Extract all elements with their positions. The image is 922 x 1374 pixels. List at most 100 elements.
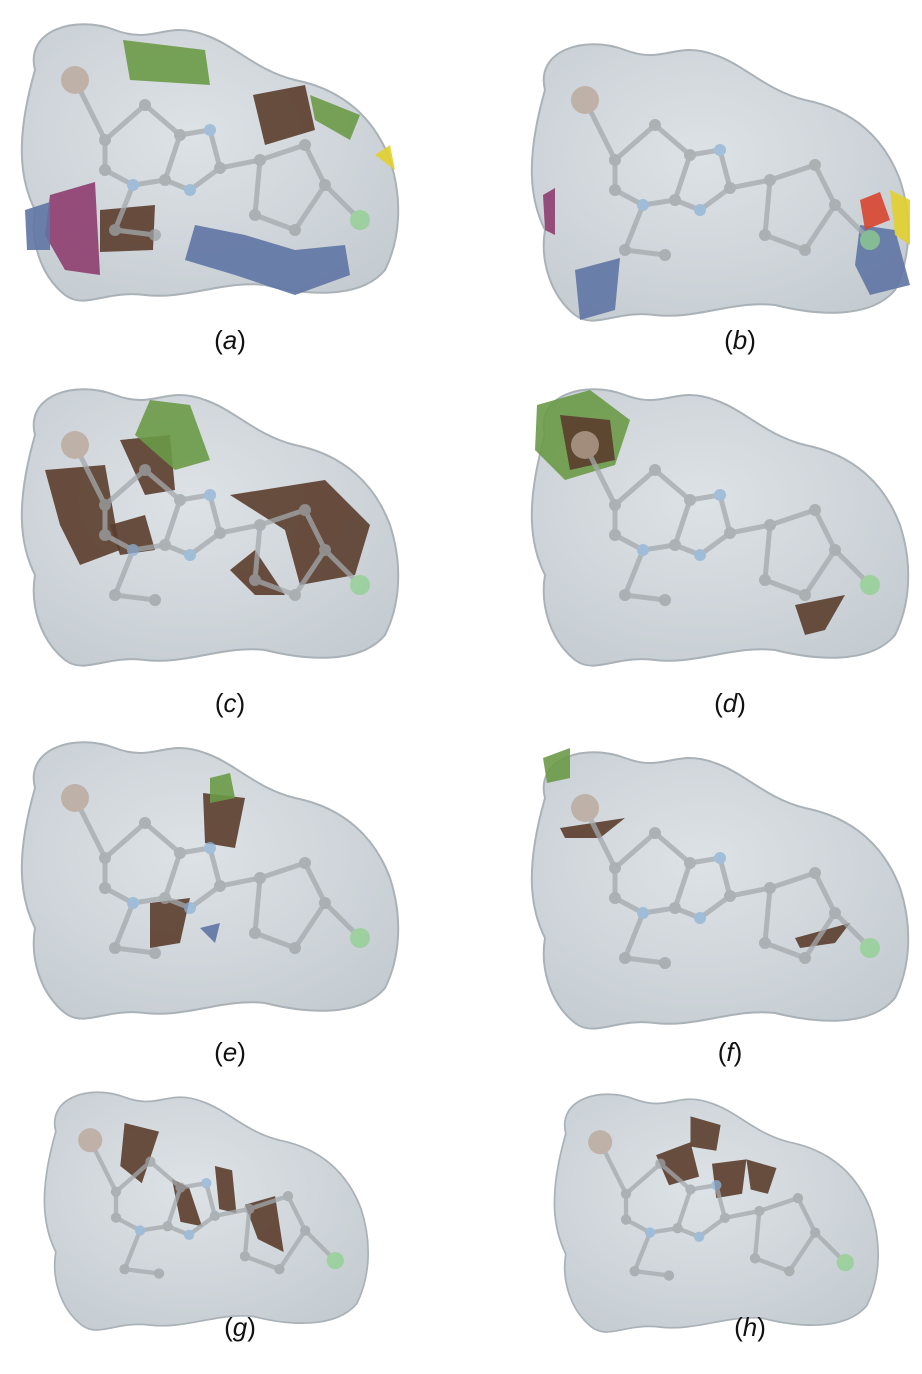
molecule-skeleton [588, 1130, 854, 1281]
surface-render-d [530, 388, 910, 667]
panel-label: e [222, 1037, 238, 1067]
atom-c [609, 529, 621, 541]
contact-patch-green [135, 400, 210, 470]
contact-patch-brown [712, 1159, 747, 1199]
molecule-skeleton [571, 431, 880, 606]
atom-c [139, 817, 151, 829]
atom-c [669, 194, 681, 206]
contact-patch-blue [200, 923, 220, 943]
contact-patch-brown [245, 1196, 284, 1252]
atom-c [99, 499, 111, 511]
atom-cl [350, 210, 370, 230]
atom-c [764, 174, 776, 186]
atom-cl [350, 928, 370, 948]
atom-c [289, 224, 301, 236]
atom-n [184, 549, 196, 561]
atom-c [663, 1270, 675, 1281]
atom-c [254, 519, 266, 531]
panel-label: a [222, 325, 238, 355]
contact-patch-brown [795, 595, 845, 635]
contact-patch-brown [746, 1159, 777, 1194]
atom-n [127, 897, 139, 909]
atom-c [764, 519, 776, 531]
atom-c [672, 1223, 683, 1234]
atom-c [759, 574, 771, 586]
atom-c [684, 857, 696, 869]
panel-caption-e: (e) [214, 1037, 246, 1067]
atom-c [754, 1205, 765, 1217]
atom-n [184, 184, 196, 196]
atom-n [644, 1227, 656, 1238]
panel-a [5, 10, 405, 302]
atom-n [711, 1180, 722, 1191]
atom-n [637, 907, 649, 919]
atom-c [799, 244, 811, 256]
panel-label: d [722, 688, 738, 718]
atom-n [694, 549, 706, 561]
atom-br [61, 66, 89, 94]
atom-c [214, 880, 226, 892]
atom-c [655, 1158, 666, 1169]
atom-n [714, 852, 726, 864]
contact-patch-red [860, 192, 890, 230]
contact-patch-brown [690, 1116, 721, 1151]
atom-c [149, 947, 161, 959]
atom-br [61, 784, 89, 812]
atom-n [204, 124, 216, 136]
panel-f [515, 738, 915, 1030]
atom-c [669, 902, 681, 914]
atom-cl [860, 230, 880, 250]
panel-caption-f: (f) [717, 1037, 743, 1067]
atom-c [609, 499, 621, 511]
atom-cl [350, 575, 370, 595]
atom-c [799, 952, 811, 964]
atom-c [174, 129, 186, 141]
atom-br [571, 431, 599, 459]
atom-c [724, 527, 736, 539]
atom-c [244, 1203, 255, 1215]
atom-cl [836, 1254, 854, 1272]
atom-c [669, 539, 681, 551]
panel-label: c [223, 688, 237, 718]
atom-n [204, 842, 216, 854]
atom-c [249, 574, 261, 586]
atom-c [724, 890, 736, 902]
atom-n [204, 489, 216, 501]
atom-n [714, 144, 726, 156]
atom-c [649, 119, 661, 131]
contact-patch-brown [120, 1123, 159, 1184]
atom-c [299, 857, 311, 869]
atom-n [714, 489, 726, 501]
atom-c [829, 907, 841, 919]
contact-patch-yellow [375, 145, 395, 170]
atom-c [724, 182, 736, 194]
contact-patch-blue [185, 225, 350, 295]
atom-c [300, 1225, 311, 1236]
atom-c [784, 1266, 795, 1277]
atom-c [289, 589, 301, 601]
atom-c [274, 1264, 285, 1275]
atom-c [809, 504, 821, 516]
hirshfeld-surface [530, 751, 910, 1030]
panel-d [515, 375, 915, 667]
atom-c [809, 159, 821, 171]
atom-c [792, 1192, 804, 1204]
panel-label: b [732, 325, 748, 355]
atom-c [149, 229, 161, 241]
panel-h [540, 1082, 922, 1372]
atom-c [319, 544, 331, 556]
atom-c [659, 249, 671, 261]
contact-patch-yellow [890, 190, 910, 245]
panel-caption-a: (a) [214, 325, 246, 355]
surface-render-h [553, 1093, 879, 1333]
atom-n [693, 1231, 705, 1242]
panel-c [5, 375, 405, 667]
surface-render-c [20, 388, 400, 667]
atom-c [809, 867, 821, 879]
atom-c [759, 229, 771, 241]
atom-c [764, 882, 776, 894]
atom-c [110, 1212, 122, 1223]
atom-c [299, 139, 311, 151]
atom-c [319, 897, 331, 909]
atom-c [299, 504, 311, 516]
